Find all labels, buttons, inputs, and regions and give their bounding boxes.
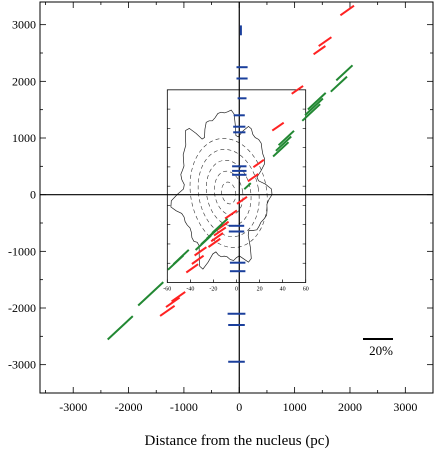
inset-x-tick-label: -40 bbox=[186, 287, 194, 293]
x-tick-label: -1000 bbox=[170, 400, 198, 414]
polarization-vector-red bbox=[185, 263, 199, 274]
polarization-vector-green bbox=[277, 130, 295, 146]
x-tick-label: 2000 bbox=[338, 400, 362, 414]
polarization-vector-red bbox=[165, 296, 181, 308]
polarization-vector-green bbox=[137, 281, 164, 307]
isophote-contour bbox=[214, 170, 244, 216]
polarization-vector-green bbox=[243, 182, 252, 190]
inset-x-tick-label: 0 bbox=[235, 287, 238, 293]
y-tick-label: 3000 bbox=[12, 18, 36, 32]
inset-x-tick-label: 20 bbox=[257, 287, 263, 293]
polarization-vector-green bbox=[275, 135, 292, 152]
plot-axes: -3000 -2000 -1000 0 1000 2000 3000-3000-2000-1… bbox=[8, 1, 434, 414]
polarization-vectors bbox=[107, 4, 393, 363]
axis-labels: Distance from the nucleus (pc) 20% bbox=[145, 343, 394, 449]
polarization-vector-red bbox=[252, 158, 265, 169]
polarization-vector-green bbox=[107, 315, 134, 341]
polarization-vector-green bbox=[301, 103, 321, 122]
x-tick-label: 1000 bbox=[283, 400, 307, 414]
x-tick-label: 3000 bbox=[393, 400, 417, 414]
isophote-contour bbox=[205, 159, 252, 227]
isophote-contour bbox=[189, 138, 268, 248]
inset-x-tick-label: -20 bbox=[209, 287, 217, 293]
polarization-vector-red bbox=[171, 291, 186, 303]
isophote-contour bbox=[197, 149, 260, 237]
polarization-vector-green bbox=[304, 97, 324, 116]
polarization-vector-green bbox=[167, 254, 184, 271]
x-tick-label: -2000 bbox=[115, 400, 143, 414]
polarization-vector-red bbox=[271, 121, 285, 132]
polarization-vector-red bbox=[207, 237, 221, 248]
inset-x-tick-label: -60 bbox=[163, 287, 171, 293]
polarization-vector-red bbox=[210, 232, 224, 243]
inset-frame bbox=[166, 89, 307, 283]
polarization-vector-red bbox=[291, 85, 304, 95]
polarization-vector-green bbox=[194, 234, 212, 251]
x-tick-label: -3000 bbox=[59, 400, 87, 414]
x-axis-label: Distance from the nucleus (pc) bbox=[145, 433, 330, 449]
y-tick-label: 0 bbox=[30, 188, 36, 202]
polarization-vector-red bbox=[236, 195, 248, 205]
y-tick-label: -2000 bbox=[8, 301, 36, 315]
inset-x-tick-label: 40 bbox=[280, 287, 286, 293]
polarization-vector-green bbox=[272, 141, 290, 158]
plot-frame bbox=[39, 1, 434, 394]
y-tick-label: 2000 bbox=[12, 74, 36, 88]
isophote-contour bbox=[221, 181, 237, 205]
polarization-vector-red bbox=[213, 226, 227, 237]
polarization-vector-red bbox=[318, 36, 332, 47]
polarization-vector-red bbox=[194, 246, 207, 257]
polarization-vector-red bbox=[224, 209, 238, 220]
scale-bar-label: 20% bbox=[369, 343, 393, 358]
galaxy-outline bbox=[170, 109, 273, 270]
x-tick-label: 0 bbox=[236, 400, 242, 414]
polarization-vector-green bbox=[335, 64, 354, 82]
polarization-vector-green bbox=[330, 75, 348, 93]
y-tick-label: 1000 bbox=[12, 131, 36, 145]
inset-map: -60 -40 -20 0 20 40 60 bbox=[163, 89, 309, 293]
y-tick-label: -1000 bbox=[8, 244, 36, 258]
polarization-vector-red bbox=[313, 45, 326, 56]
y-tick-label: -3000 bbox=[8, 358, 36, 372]
polarization-vector-red bbox=[339, 4, 355, 17]
polarization-vector-green bbox=[307, 92, 327, 111]
inset-x-tick-label: 60 bbox=[303, 287, 309, 293]
polarization-vector-red bbox=[247, 173, 259, 183]
polarization-vector-red bbox=[159, 304, 176, 317]
polarization-vector-red bbox=[191, 254, 205, 265]
